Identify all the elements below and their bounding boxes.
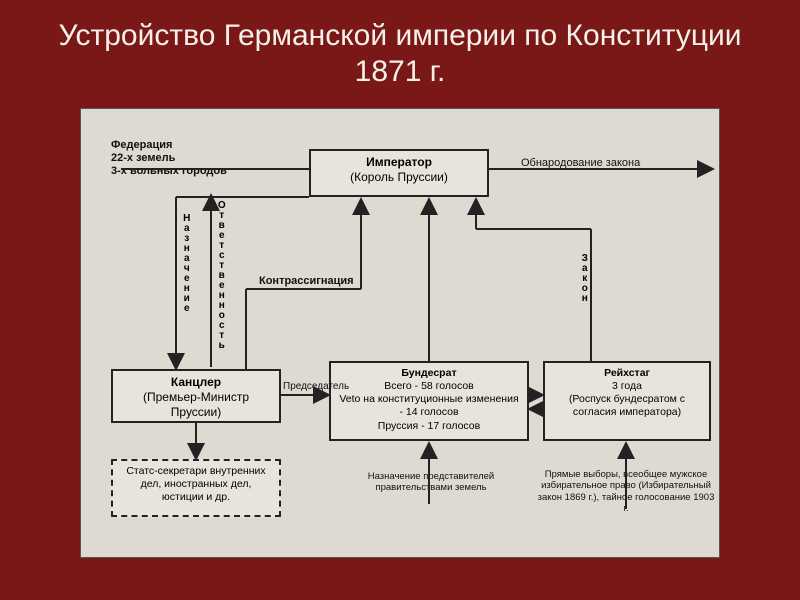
bundesrat-line2: Veto на конституционные изменения - 14 г… — [337, 393, 521, 419]
reichstag-line1: 3 года — [551, 380, 703, 393]
responsibility-vertical: Ответственность — [216, 201, 228, 351]
law-vertical: Закон — [579, 254, 591, 304]
bundesrat-line1: Всего - 58 голосов — [337, 380, 521, 393]
slide-title: Устройство Германской империи по Констит… — [0, 0, 800, 100]
reichstag-caption: Прямые выборы, всеобщее мужское избирате… — [536, 469, 716, 515]
bundesrat-box: Бундесрат Всего - 58 голосов Veto на кон… — [329, 361, 529, 441]
reichstag-line2: (Роспуск бундесратом с согласия императо… — [551, 393, 703, 419]
bundesrat-title: Бундесрат — [337, 367, 521, 380]
appointment-vertical: Назначение — [181, 214, 193, 314]
emperor-box: Император (Король Пруссии) — [309, 149, 489, 197]
chairman-label: Председатель — [283, 381, 349, 393]
secretaries-text: Статс-секретари внутренних дел, иностран… — [119, 465, 273, 504]
reichstag-title: Рейхстаг — [551, 367, 703, 380]
countersign-label: Контрассигнация — [259, 275, 354, 288]
secretaries-box: Статс-секретари внутренних дел, иностран… — [111, 459, 281, 517]
chancellor-sub: (Премьер-Министр Пруссии) — [119, 390, 273, 420]
federation-label: Федерация 22-х земель 3-х вольных городо… — [111, 139, 227, 179]
diagram-canvas: Федерация 22-х земель 3-х вольных городо… — [80, 108, 720, 558]
reichstag-box: Рейхстаг 3 года (Роспуск бундесратом с с… — [543, 361, 711, 441]
bundesrat-line3: Пруссия - 17 голосов — [337, 420, 521, 433]
emperor-sub: (Король Пруссии) — [317, 170, 481, 185]
emperor-title: Император — [317, 155, 481, 170]
promulgation-label: Обнародование закона — [521, 157, 701, 170]
chancellor-box: Канцлер (Премьер-Министр Пруссии) — [111, 369, 281, 423]
bundesrat-caption: Назначение представителей правительствам… — [351, 471, 511, 494]
chancellor-title: Канцлер — [119, 375, 273, 390]
